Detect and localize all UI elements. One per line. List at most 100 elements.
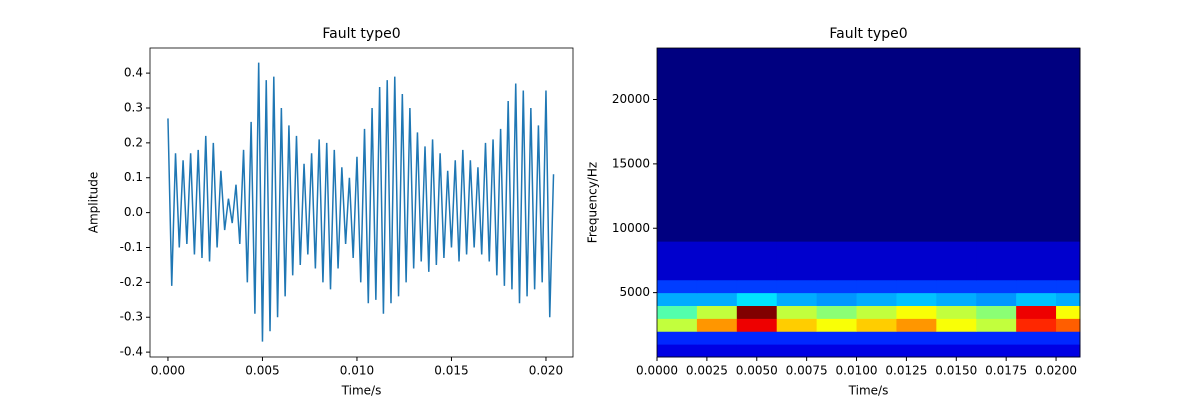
x-tick-label: 0.010 (340, 364, 374, 378)
spectrogram-cell (896, 254, 937, 268)
spectrogram-cell (696, 112, 738, 126)
spectrogram-cell (936, 112, 977, 126)
spectrogram-cell (856, 60, 897, 75)
spectrogram-cell (856, 176, 897, 191)
spectrogram-cell (1056, 60, 1081, 75)
spectrogram-cell (896, 241, 937, 255)
spectrogram-cell (736, 73, 778, 88)
y-tick-label: -0.1 (120, 240, 143, 254)
spectrogram-cell (856, 48, 897, 62)
spectrogram-cell (1056, 266, 1081, 281)
spectrogram-cell (736, 202, 778, 216)
spectrogram-cell (736, 305, 778, 319)
spectrogram-cell (856, 138, 897, 152)
spectrogram-cell (1056, 86, 1081, 100)
spectrogram-cell (816, 331, 858, 345)
spectrogram-cell (896, 86, 937, 100)
spectrogram-cell (856, 254, 897, 268)
spectrogram-cell (936, 176, 977, 191)
spectrogram-cell (776, 241, 818, 255)
spectrogram-cell (856, 215, 897, 229)
x-tick-label: 0.0075 (786, 364, 828, 378)
spectrogram-cell (696, 331, 738, 345)
spectrogram-cell (856, 241, 897, 255)
spectrogram-cell (657, 99, 698, 113)
spectrogram-cell (1016, 318, 1057, 332)
x-axis-label: Time/s (848, 384, 889, 398)
spectrogram-cell (976, 254, 1017, 268)
spectrogram-cell (1016, 305, 1057, 319)
spectrogram-cell (657, 86, 698, 100)
spectrogram-cell (936, 125, 977, 139)
spectrogram-cell (1016, 266, 1057, 281)
spectrogram-cell (736, 138, 778, 152)
spectrogram-cell (696, 279, 738, 294)
spectrogram-cell (1016, 138, 1057, 152)
spectrogram-cell (736, 215, 778, 229)
spectrogram-cell (736, 151, 778, 165)
spectrogram-cell (896, 189, 937, 203)
signal-line (167, 62, 555, 342)
spectrogram-cell (896, 279, 937, 294)
spectrogram-cell (896, 266, 937, 281)
x-tick-label: 0.0125 (885, 364, 927, 378)
spectrogram-cell (976, 331, 1017, 345)
spectrogram-cell (856, 318, 897, 332)
spectrogram-cell (816, 176, 858, 191)
spectrogram-cell (936, 318, 977, 332)
spectrogram-cell (736, 163, 778, 178)
spectrogram-cell (936, 151, 977, 165)
y-tick-label: -0.4 (120, 345, 143, 359)
spectrogram-cell (657, 202, 698, 216)
spectrogram-cell (976, 151, 1017, 165)
spectrogram-cell (736, 125, 778, 139)
spectrogram-cell (696, 48, 738, 62)
spectrogram-cell (816, 112, 858, 126)
spectrogram-cell (896, 138, 937, 152)
spectrogram-cell (1056, 305, 1081, 319)
spectrogram-cell (816, 318, 858, 332)
spectrogram-cell (696, 138, 738, 152)
spectrogram-cell (1016, 163, 1057, 178)
y-tick-label: 20000 (612, 92, 650, 106)
x-tick-label: 0.000 (151, 364, 185, 378)
spectrogram-cell (896, 292, 937, 306)
y-tick-label: 10000 (612, 221, 650, 235)
spectrogram-cell (696, 254, 738, 268)
spectrogram-cell (736, 292, 778, 306)
spectrogram-cell (736, 318, 778, 332)
spectrogram-cell (696, 318, 738, 332)
spectrogram-cell (1016, 241, 1057, 255)
spectrogram-cell (776, 189, 818, 203)
spectrogram-cell (696, 241, 738, 255)
y-tick-label: 0.1 (124, 170, 143, 184)
spectrogram-cell (976, 318, 1017, 332)
spectrogram-cell (856, 202, 897, 216)
spectrogram-cell (1016, 254, 1057, 268)
spectrogram-cell (976, 202, 1017, 216)
spectrogram-cell (736, 344, 778, 358)
spectrogram-cell (976, 292, 1017, 306)
spectrogram-cell (1056, 176, 1081, 191)
spectrogram-cell (816, 292, 858, 306)
spectrogram-cell (657, 189, 698, 203)
spectrogram-cell (936, 344, 977, 358)
spectrogram-cell (1016, 292, 1057, 306)
spectrogram-cell (657, 163, 698, 178)
spectrogram-cell (896, 151, 937, 165)
spectrogram-cell (856, 189, 897, 203)
spectrogram-cell (1056, 318, 1081, 332)
chart-title: Fault type0 (322, 26, 400, 42)
spectrogram-cell (976, 344, 1017, 358)
spectrogram-cell (776, 305, 818, 319)
spectrogram-cell (696, 202, 738, 216)
spectrogram-cell (816, 305, 858, 319)
spectrogram-cell (657, 138, 698, 152)
spectrogram-cell (657, 318, 698, 332)
spectrogram-cell (696, 125, 738, 139)
spectrogram-cell (936, 279, 977, 294)
spectrogram-cell (816, 215, 858, 229)
spectrogram-cell (657, 48, 698, 62)
spectrogram-cell (816, 151, 858, 165)
spectrogram-cell (696, 86, 738, 100)
